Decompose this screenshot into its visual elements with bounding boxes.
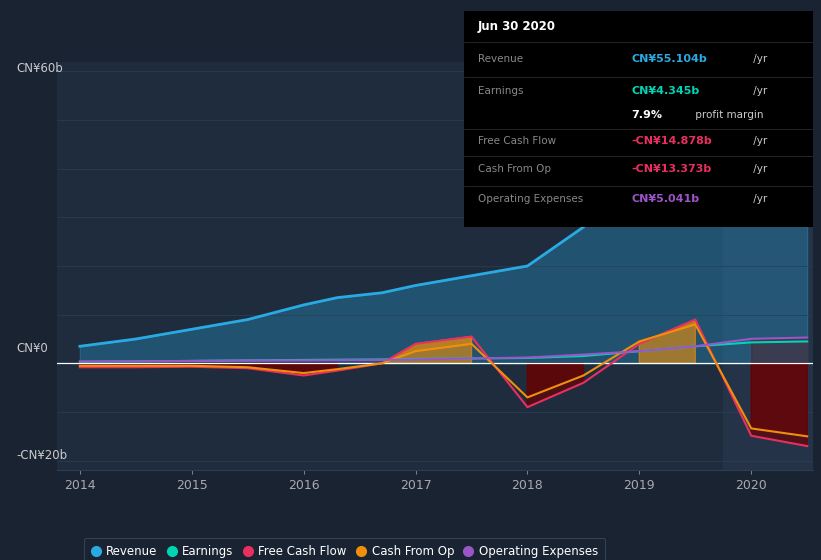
Text: 7.9%: 7.9% bbox=[631, 110, 663, 120]
Text: /yr: /yr bbox=[750, 164, 768, 174]
Text: Earnings: Earnings bbox=[478, 86, 523, 96]
Text: CN¥4.345b: CN¥4.345b bbox=[631, 86, 699, 96]
Text: CN¥55.104b: CN¥55.104b bbox=[631, 54, 707, 64]
Text: CN¥5.041b: CN¥5.041b bbox=[631, 194, 699, 204]
Text: Jun 30 2020: Jun 30 2020 bbox=[478, 20, 556, 33]
Legend: Revenue, Earnings, Free Cash Flow, Cash From Op, Operating Expenses: Revenue, Earnings, Free Cash Flow, Cash … bbox=[84, 538, 605, 560]
Text: /yr: /yr bbox=[750, 194, 768, 204]
Text: -CN¥13.373b: -CN¥13.373b bbox=[631, 164, 712, 174]
Text: /yr: /yr bbox=[750, 136, 768, 146]
Text: CN¥60b: CN¥60b bbox=[16, 62, 62, 74]
Text: CN¥0: CN¥0 bbox=[16, 342, 48, 355]
Bar bbox=[723, 62, 813, 470]
Text: /yr: /yr bbox=[750, 54, 768, 64]
Text: -CN¥14.878b: -CN¥14.878b bbox=[631, 136, 712, 146]
Text: Revenue: Revenue bbox=[478, 54, 523, 64]
Text: Free Cash Flow: Free Cash Flow bbox=[478, 136, 556, 146]
Text: Operating Expenses: Operating Expenses bbox=[478, 194, 583, 204]
Text: /yr: /yr bbox=[750, 86, 768, 96]
Text: -CN¥20b: -CN¥20b bbox=[16, 449, 67, 462]
Text: Cash From Op: Cash From Op bbox=[478, 164, 551, 174]
Text: profit margin: profit margin bbox=[692, 110, 764, 120]
